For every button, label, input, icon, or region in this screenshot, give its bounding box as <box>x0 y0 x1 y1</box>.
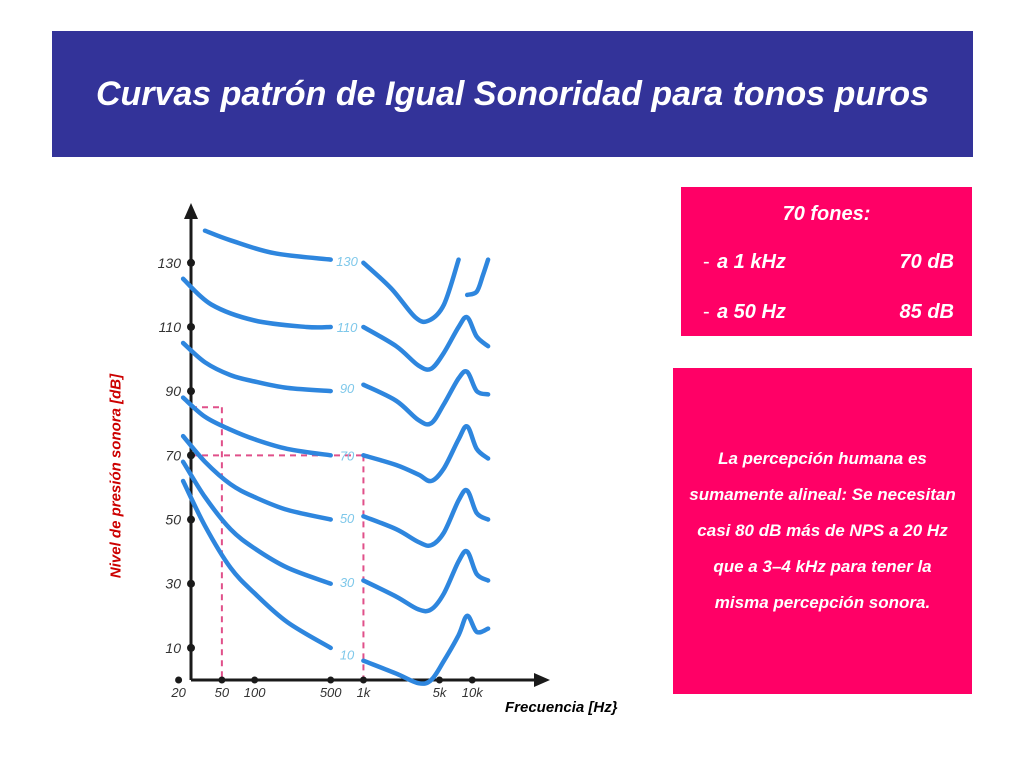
y-tick-label: 50 <box>165 512 181 528</box>
perception-info-box: La percepción humana es sumamente alinea… <box>673 368 972 694</box>
fones-heading: 70 fones: <box>782 203 871 225</box>
curve-130-low <box>202 228 333 262</box>
x-tick-mark <box>251 676 259 684</box>
y-tick-label: 90 <box>165 383 181 399</box>
y-tick-mark <box>187 451 195 460</box>
title-banner: Curvas patrón de Igual Sonoridad para to… <box>52 31 973 157</box>
slide-title: Curvas patrón de Igual Sonoridad para to… <box>95 75 930 113</box>
loudness-curves <box>180 228 491 686</box>
x-tick-mark <box>327 676 335 684</box>
x-tick-mark <box>218 676 226 684</box>
curve-label-50: 50 <box>340 511 355 526</box>
y-tick-mark <box>187 643 195 652</box>
y-tick-mark <box>187 579 195 588</box>
x-tick-label: 500 <box>320 685 342 700</box>
y-tick-label: 10 <box>165 640 181 656</box>
x-tick-label: 100 <box>244 685 266 700</box>
y-tick-mark <box>187 258 195 267</box>
curve-label-130: 130 <box>336 254 358 269</box>
y-tick-label: 70 <box>165 447 181 463</box>
chart-axes: 10 30 50 70 90 110 130 20 50 100 500 1k 5k 10k <box>158 203 550 700</box>
x-tick-mark <box>359 676 367 684</box>
curve-label-30: 30 <box>340 575 355 590</box>
x-tick-label: 10k <box>462 685 484 700</box>
fones-info-box: 70 fones: - a 1 kHz 70 dB - a 50 Hz 85 d… <box>681 187 972 336</box>
x-tick-label: 1k <box>357 685 372 700</box>
curve-50-high <box>361 487 491 548</box>
curve-label-110: 110 <box>337 320 358 335</box>
row-level: 70 dB <box>899 251 954 273</box>
row-frequency: a 50 Hz <box>717 301 786 323</box>
curve-label-10: 10 <box>340 647 355 662</box>
curve-30-high <box>361 548 491 614</box>
y-tick-mark <box>187 515 195 524</box>
curve-110-low <box>180 276 333 330</box>
curve-90-low <box>180 340 333 394</box>
curve-10-low <box>180 478 333 651</box>
row-level: 85 dB <box>899 301 954 323</box>
curve-130-high <box>361 257 461 325</box>
x-axis-arrow <box>534 673 550 687</box>
curve-70-high <box>361 424 491 484</box>
curve-130-tail <box>464 257 491 298</box>
fones-row-1khz: - a 1 kHz 70 dB <box>681 251 972 277</box>
x-tick-mark <box>468 676 476 684</box>
x-tick-mark <box>175 676 183 684</box>
curve-30-low <box>180 459 333 586</box>
y-axis-arrow <box>184 203 198 219</box>
y-tick-mark <box>187 322 195 331</box>
fones-row-50hz: - a 50 Hz 85 dB <box>681 301 972 327</box>
curve-50-low <box>180 433 333 522</box>
y-tick-label: 110 <box>159 319 182 335</box>
curve-labels: 130 110 90 70 50 30 10 <box>336 254 358 662</box>
curve-label-90: 90 <box>340 381 355 396</box>
x-axis-label: Frecuencia [Hz} <box>505 699 618 716</box>
row-frequency: a 1 kHz <box>717 251 786 273</box>
perception-text: La percepción humana es sumamente alinea… <box>689 449 956 612</box>
x-tick-label: 50 <box>215 685 230 700</box>
y-tick-mark <box>187 387 195 396</box>
x-tick-mark <box>435 676 443 684</box>
x-tick-label: 20 <box>170 685 186 700</box>
curve-70-low <box>180 395 333 458</box>
x-tick-label: 5k <box>433 685 448 700</box>
curve-90-high <box>361 369 491 427</box>
y-tick-label: 130 <box>158 255 182 271</box>
curve-110-high <box>361 314 491 372</box>
row-dash: - <box>703 251 710 273</box>
curve-10-high <box>361 613 491 686</box>
y-tick-label: 30 <box>165 576 181 592</box>
row-dash: - <box>703 301 710 323</box>
y-axis-label: Nivel de presión sonora [dB] <box>107 373 125 579</box>
curve-label-70: 70 <box>340 448 355 463</box>
